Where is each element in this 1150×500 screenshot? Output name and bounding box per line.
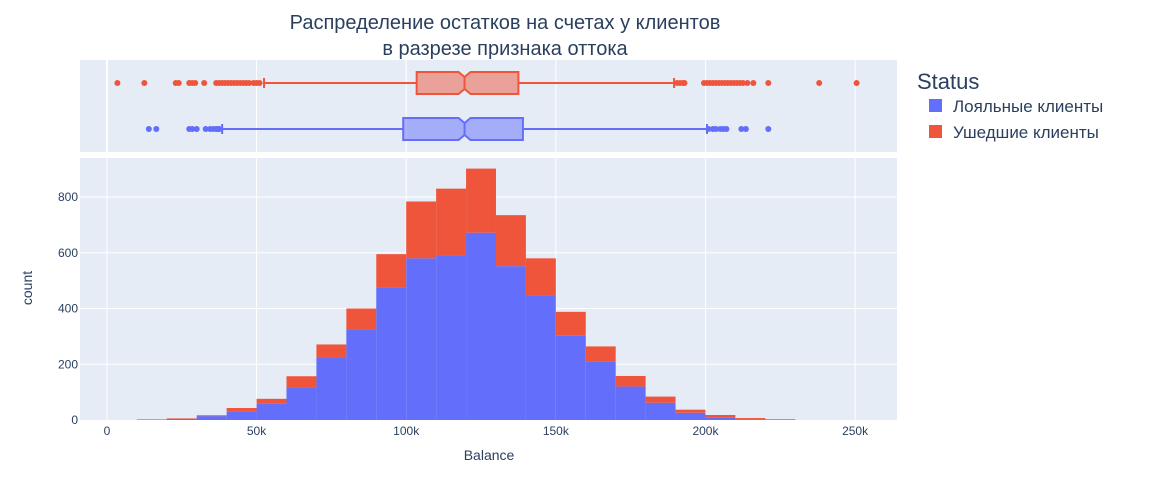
bar-churned-6 [316,344,347,358]
x-tick-label-4: 200k [692,424,719,438]
bar-churned-5 [286,376,317,388]
x-tick-label-5: 250k [842,424,869,438]
outlier-loyal-0 [145,126,152,132]
x-tick-label-0: 0 [104,424,111,438]
outlier-churned-6 [192,80,199,86]
bar-loyal-0 [136,419,167,420]
bar-churned-18 [675,409,706,413]
outlier-loyal-18 [742,126,749,132]
bar-churned-13 [525,258,556,296]
outlier-loyal-11 [705,126,712,132]
outlier-churned-1 [141,80,148,86]
outlier-churned-19 [246,80,253,86]
bar-loyal-18 [675,412,706,420]
bar-loyal-14 [555,335,586,420]
outlier-loyal-5 [202,126,209,132]
bar-loyal-17 [645,402,676,420]
bar-loyal-3 [226,411,257,420]
bar-churned-4 [256,398,287,404]
bar-churned-20 [735,418,766,420]
y-tick-label-4: 800 [58,190,78,204]
bar-loyal-2 [196,416,227,420]
bar-churned-2 [196,415,227,417]
outlier-churned-40 [739,80,746,86]
bar-loyal-15 [585,361,616,420]
bar-churned-15 [585,346,616,362]
outlier-churned-26 [681,80,688,86]
outlier-loyal-19 [765,126,772,132]
bar-churned-11 [466,168,496,233]
bar-loyal-5 [286,387,317,420]
outlier-churned-45 [853,80,860,86]
x-tick-label-3: 150k [543,424,570,438]
bar-churned-1 [166,418,197,419]
bar-loyal-8 [376,287,407,420]
bar-loyal-1 [166,418,197,420]
bar-loyal-4 [256,403,287,420]
legend-label-churned: Ушедшие клиенты [953,123,1099,142]
bar-loyal-6 [316,357,347,420]
bar-loyal-12 [495,266,526,420]
bar-loyal-11 [466,232,496,420]
outlier-loyal-16 [723,126,730,132]
bar-churned-16 [615,375,646,387]
outlier-loyal-10 [216,126,223,132]
bar-loyal-10 [436,255,467,420]
y-tick-label-2: 400 [58,302,78,316]
outlier-loyal-13 [712,126,719,132]
legend-swatch-loyal [929,99,942,112]
legend-item-loyal[interactable]: Лояльные клиенты [929,97,1103,116]
outlier-loyal-1 [153,126,160,132]
bar-churned-10 [436,188,467,256]
outlier-churned-0 [114,80,121,86]
bar-churned-14 [555,311,586,336]
outlier-churned-42 [750,80,757,86]
y-axis-title: count [19,271,35,305]
chart-title-line2: в разрезе признака оттока [382,38,628,60]
chart-title-line1: Распределение остатков на счетах у клиен… [290,12,721,34]
legend-title: Status [917,69,979,94]
x-tick-label-2: 100k [393,424,420,438]
bar-loyal-13 [525,295,556,420]
bar-loyal-9 [406,258,437,420]
legend-label-loyal: Лояльные клиенты [953,97,1103,116]
bar-churned-21 [765,419,796,420]
outlier-churned-44 [816,80,823,86]
outlier-loyal-3 [189,126,196,132]
bar-churned-9 [406,201,437,259]
y-tick-label-3: 600 [58,246,78,260]
box-loyal [402,117,524,141]
outlier-churned-41 [744,80,751,86]
outlier-churned-7 [201,80,208,86]
box-churned [415,71,520,95]
bar-loyal-20 [735,419,766,420]
x-axis-title: Balance [464,447,515,463]
bar-churned-8 [376,254,407,288]
bar-churned-7 [346,308,377,330]
x-tick-label-1: 50k [247,424,267,438]
outlier-loyal-4 [193,126,200,132]
bar-loyal-19 [705,417,736,420]
bar-loyal-7 [346,329,377,420]
bar-churned-17 [645,396,676,403]
outlier-churned-22 [256,80,263,86]
legend: Status Лояльные клиенты Ушедшие клиенты [917,69,1103,142]
legend-item-churned[interactable]: Ушедшие клиенты [929,123,1099,142]
bar-churned-19 [705,414,736,418]
legend-swatch-churned [929,125,942,138]
bar-churned-12 [495,215,526,267]
bar-churned-3 [226,408,257,412]
outlier-churned-43 [765,80,772,86]
outlier-churned-3 [175,80,182,86]
bar-loyal-16 [615,386,646,420]
outlier-loyal-17 [738,126,745,132]
y-tick-label-0: 0 [71,413,78,427]
y-tick-label-1: 200 [58,357,78,371]
